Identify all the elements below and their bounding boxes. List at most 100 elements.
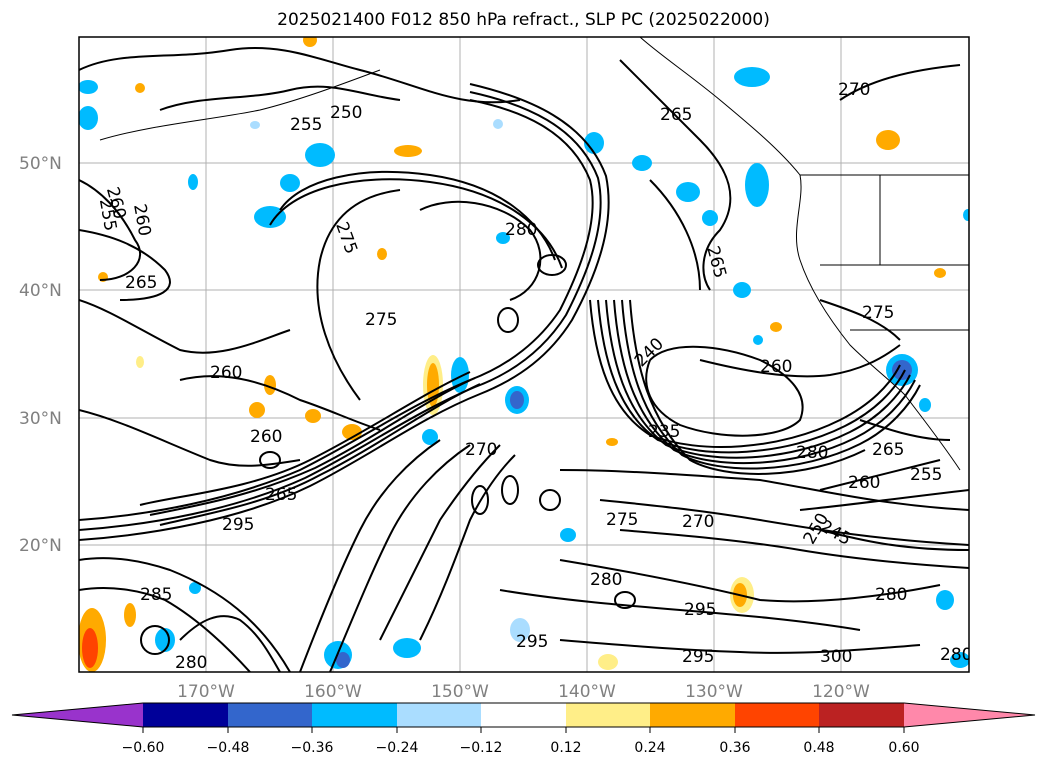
coastline-north-america [796, 174, 961, 471]
slp-isoline [559, 469, 969, 511]
colorbar-segment [481, 703, 566, 727]
slp-isoline [501, 475, 519, 505]
negative-anomaly-blob [919, 398, 931, 412]
positive-anomaly-blob [264, 375, 276, 395]
colorbar-tick-label: −0.60 [122, 740, 165, 756]
negative-anomaly-blob [254, 206, 286, 228]
lon-label: 160°W [304, 682, 362, 702]
colorbar: −0.60 −0.48 −0.36 −0.24 −0.12 0.12 0.24 … [11, 702, 1036, 756]
slp-isoline [419, 200, 542, 301]
slp-isoline [559, 639, 921, 654]
contour-label: 280 [875, 585, 907, 605]
slp-isoline [471, 485, 489, 515]
contour-label: 265 [265, 485, 297, 505]
colorbar-segment [735, 703, 819, 727]
contour-label: 295 [682, 647, 714, 667]
contour-label: 285 [140, 585, 172, 605]
negative-anomaly-blob [584, 132, 604, 154]
negative-anomaly-blob [734, 67, 770, 87]
map-title: 2025021400 F012 850 hPa refract., SLP PC… [277, 10, 770, 30]
colorbar-extend-low [12, 703, 143, 727]
slp-isoline [79, 47, 521, 104]
lat-label: 40°N [19, 281, 62, 301]
negative-anomaly-blob [510, 391, 524, 409]
negative-anomaly-blob [188, 174, 198, 190]
lon-label: 150°W [431, 682, 489, 702]
slp-isoline [613, 299, 916, 465]
slp-isoline [139, 371, 471, 506]
contour-label: 260 [760, 357, 792, 377]
slp-isoline [605, 299, 911, 459]
slp-isoline [589, 299, 901, 448]
slp-isoline [537, 254, 567, 276]
contour-label: 300 [820, 647, 852, 667]
slp-isoline [159, 85, 401, 111]
slp-isoline [269, 178, 563, 269]
slp-isoline [79, 229, 171, 301]
colorbar-tick-label: 0.24 [634, 740, 665, 756]
slp-isoline [499, 589, 861, 631]
map-frame [78, 36, 970, 673]
positive-anomaly-blob [82, 628, 98, 668]
contour-label: 260 [848, 473, 880, 493]
negative-anomaly-blob [950, 652, 969, 668]
coastlines [99, 37, 969, 471]
colorbar-tick-label: 0.36 [719, 740, 750, 756]
positive-anomaly-blob [394, 145, 422, 157]
contour-label: 280 [175, 653, 207, 673]
positive-anomaly-blob [377, 248, 387, 260]
colorbar-tick-label: 0.12 [550, 740, 581, 756]
negative-anomaly-blob [632, 155, 652, 171]
slp-isoline [645, 345, 804, 437]
slp-isoline [140, 625, 170, 655]
longitude-labels: 170°W 160°W 150°W 140°W 130°W 120°W [177, 682, 870, 702]
slp-isoline [819, 299, 901, 341]
slp-isoline [559, 559, 941, 603]
negative-anomaly-blob [155, 628, 175, 652]
negative-anomaly-blob [753, 335, 763, 345]
contour-labels: 250 255 260 265 270 275 280 275 260 260 … [95, 80, 972, 673]
slp-isoline [599, 499, 969, 546]
slp-isoline [629, 299, 866, 475]
contour-label: 255 [290, 115, 322, 135]
negative-anomaly-blob [560, 528, 576, 542]
slp-contours [79, 47, 969, 672]
slp-isoline [619, 529, 969, 569]
slp-isoline [79, 91, 602, 531]
negative-anomaly-blob [79, 80, 98, 94]
colorbar-tick-label: −0.24 [376, 740, 419, 756]
slp-isoline [79, 587, 251, 672]
slp-isoline [79, 409, 301, 467]
slp-isoline [839, 64, 961, 101]
contour-label: 275 [862, 303, 894, 323]
contour-label: 250 [330, 103, 362, 123]
colorbar-segment [819, 703, 904, 727]
slp-isoline [699, 344, 901, 378]
lon-label: 170°W [177, 682, 235, 702]
slp-isoline [649, 179, 701, 291]
colorbar-segment [566, 703, 650, 727]
slp-isoline [79, 557, 291, 672]
colorbar-tick-label: 0.48 [803, 740, 834, 756]
contour-label: 280 [940, 645, 972, 665]
slp-isoline [179, 615, 281, 672]
slp-isoline [597, 299, 906, 454]
contour-label: 270 [465, 440, 497, 460]
contour-label: 265 [872, 440, 904, 460]
contour-label: 260 [250, 427, 282, 447]
slp-isoline [419, 454, 516, 641]
slp-isoline [329, 444, 471, 672]
slp-isoline [299, 439, 441, 672]
contour-label: 255 [910, 465, 942, 485]
slp-isoline [316, 189, 401, 401]
latitude-labels: 50°N 40°N 30°N 20°N [19, 154, 62, 556]
positive-anomaly-blob [598, 654, 618, 670]
slp-isoline [497, 307, 519, 333]
negative-anomaly-blob [892, 360, 912, 380]
negative-anomaly-blob [936, 590, 954, 610]
slp-isoline [614, 591, 636, 609]
colorbar-segment [312, 703, 397, 727]
slp-isoline [79, 179, 141, 281]
contour-label: 275 [365, 310, 397, 330]
